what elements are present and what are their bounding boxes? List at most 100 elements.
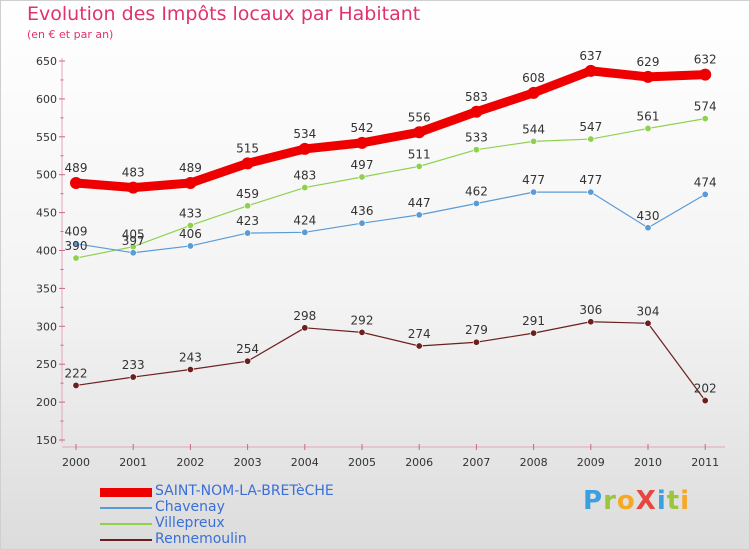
data-label: 306	[579, 303, 602, 317]
data-label: 436	[351, 204, 374, 218]
data-label: 202	[694, 382, 717, 396]
data-label: 459	[236, 187, 259, 201]
x-tick-label: 2010	[634, 456, 662, 469]
data-point	[184, 177, 197, 190]
y-tick-label: 450	[36, 207, 57, 220]
data-point	[244, 357, 252, 365]
data-point	[301, 228, 309, 236]
logo-letter: i	[656, 486, 667, 516]
data-point	[415, 211, 423, 219]
data-label: 423	[236, 214, 259, 228]
logo-letter: P	[583, 486, 604, 516]
data-point	[470, 105, 483, 118]
data-point	[72, 254, 80, 262]
data-point	[644, 319, 652, 327]
chart-title: Evolution des Impôts locaux par Habitant	[27, 3, 421, 25]
legend-swatch	[100, 523, 152, 525]
data-point	[244, 229, 252, 237]
data-label: 561	[637, 109, 660, 123]
data-point	[244, 202, 252, 210]
y-tick-label: 650	[36, 55, 57, 68]
x-tick-label: 2003	[234, 456, 262, 469]
legend-item: Rennemoulin	[100, 531, 430, 548]
legend-label: Rennemoulin	[155, 531, 247, 547]
x-tick-label: 2006	[405, 456, 433, 469]
data-label: 409	[65, 225, 88, 239]
data-point	[70, 177, 82, 190]
data-point	[644, 224, 652, 232]
data-point	[301, 184, 309, 192]
y-tick-label: 200	[36, 396, 57, 409]
x-tick-label: 2005	[348, 456, 376, 469]
data-label: 477	[522, 173, 545, 187]
data-point	[701, 190, 709, 198]
logo-letter: o	[616, 486, 636, 516]
data-label: 489	[179, 161, 202, 175]
chart-subtitle: (en € et par an)	[27, 28, 114, 41]
data-label: 511	[408, 147, 431, 161]
legend-label: Villepreux	[155, 515, 225, 531]
data-label: 474	[694, 175, 717, 189]
data-label: 556	[408, 110, 431, 124]
data-point	[358, 328, 366, 336]
data-point	[701, 397, 709, 405]
y-tick-label: 550	[36, 131, 57, 144]
data-label: 515	[236, 141, 259, 155]
series-line-3	[75, 321, 706, 402]
data-point	[642, 70, 654, 83]
legend-swatch	[100, 539, 152, 541]
data-point	[587, 188, 595, 196]
x-tick-label: 2008	[520, 456, 548, 469]
x-tick-label: 2002	[176, 456, 204, 469]
series-line-2	[75, 118, 706, 259]
x-tick-label: 2004	[291, 456, 319, 469]
data-label: 233	[122, 358, 145, 372]
series-line-1	[75, 191, 706, 254]
data-point	[358, 173, 366, 181]
data-point	[415, 162, 423, 170]
chart-legend: SAINT-NOM-LA-BRETèCHE Chavenay Villepreux R…	[100, 483, 430, 548]
data-label: 222	[65, 366, 88, 380]
data-label: 477	[579, 173, 602, 187]
data-point	[186, 242, 194, 250]
data-point	[699, 68, 712, 81]
y-tick-label: 600	[36, 93, 57, 106]
legend-swatch	[100, 488, 152, 497]
legend-item: SAINT-NOM-LA-BRETèCHE	[100, 483, 430, 500]
logo-letter: i	[680, 486, 691, 516]
data-point	[584, 64, 597, 77]
data-label: 304	[637, 304, 660, 318]
logo-letter: r	[603, 486, 617, 516]
data-point	[530, 137, 538, 145]
data-point	[530, 329, 538, 337]
data-label: 608	[522, 71, 545, 85]
data-label: 430	[637, 209, 660, 223]
data-label: 542	[351, 121, 374, 135]
data-point	[472, 146, 480, 154]
data-label: 291	[522, 314, 545, 328]
y-tick-label: 250	[36, 358, 57, 371]
data-point	[415, 342, 423, 350]
data-point	[186, 221, 194, 229]
data-label: 406	[179, 227, 202, 241]
x-tick-label: 2007	[462, 456, 490, 469]
data-point	[413, 126, 426, 139]
data-label: 534	[293, 127, 316, 141]
data-label: 298	[293, 309, 316, 323]
data-label: 637	[579, 49, 602, 63]
logo-letter: X	[635, 486, 657, 516]
y-tick-label: 400	[36, 245, 57, 258]
x-tick-label: 2011	[691, 456, 719, 469]
data-point	[358, 219, 366, 227]
y-tick-label: 500	[36, 169, 57, 182]
data-label: 397	[122, 234, 145, 248]
data-label: 292	[351, 313, 374, 327]
data-label: 489	[65, 161, 88, 175]
data-label: 279	[465, 323, 488, 337]
y-tick-label: 150	[36, 434, 57, 447]
data-point	[298, 142, 311, 155]
data-label: 583	[465, 90, 488, 104]
data-point	[129, 249, 137, 257]
